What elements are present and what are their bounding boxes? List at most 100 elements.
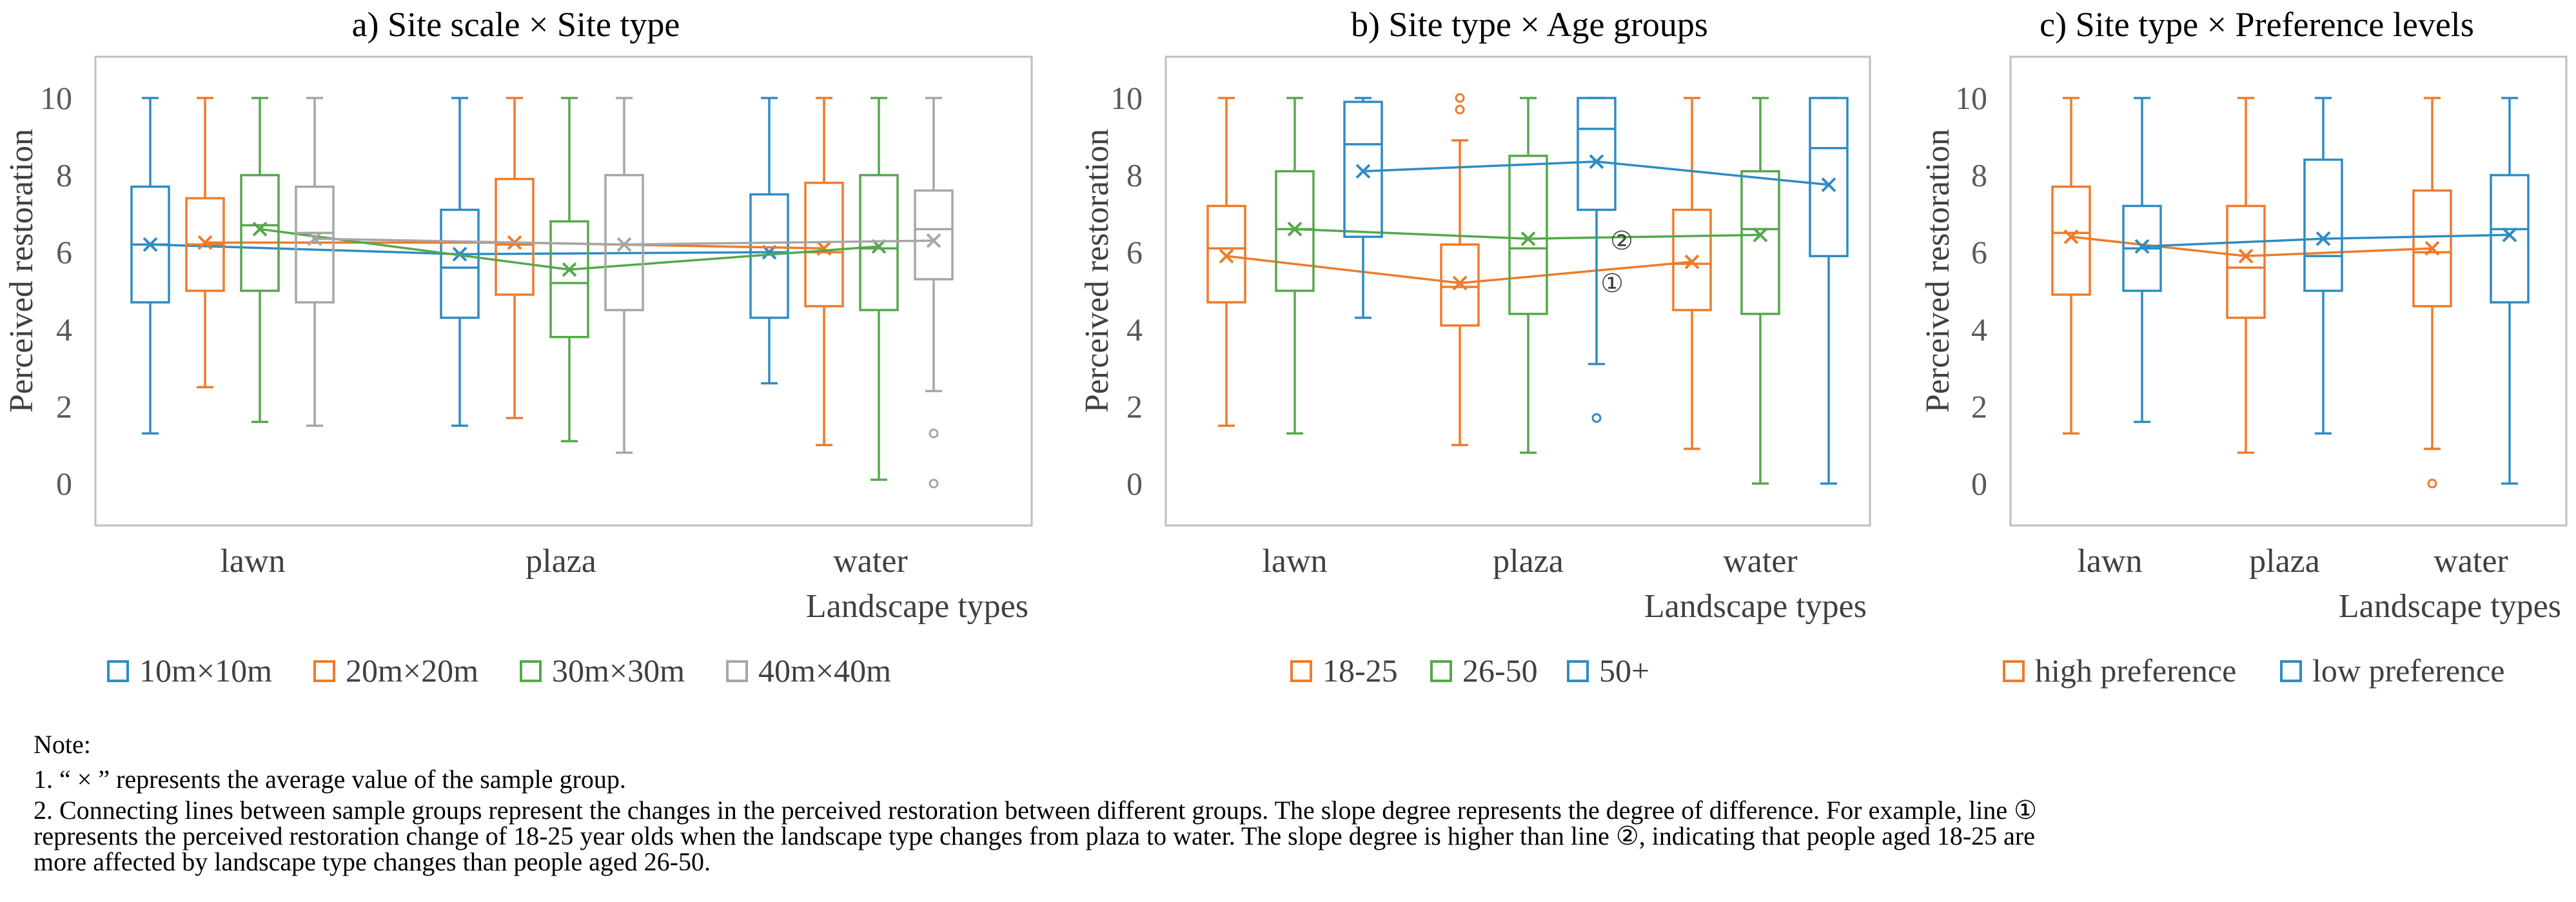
note-line-1: 1. “ × ” represents the average value of…: [34, 765, 626, 794]
mean-line-50+: [1362, 160, 1829, 186]
note-line-3: represents the perceived restoration cha…: [34, 821, 2035, 850]
outlier-point: [1455, 104, 1465, 115]
annotation-line-1: ①: [1600, 269, 1624, 298]
legend-swatch-30m: [520, 660, 542, 682]
outlier-point: [2427, 478, 2437, 489]
note-block: Note: 1. “ × ” represents the average va…: [34, 730, 2037, 876]
box-iqr: [914, 189, 954, 280]
box-iqr: [2490, 173, 2530, 304]
panel-a-ylabel: Perceived restoration: [3, 129, 40, 413]
mean-marker: [1520, 231, 1536, 246]
panel-a-category-lawn: lawn: [220, 543, 285, 580]
mean-marker: [252, 221, 268, 237]
legend-label-low-preference: low preference: [2312, 652, 2504, 689]
box-high preference-lawn: [2051, 97, 2091, 435]
y-tick-label: 6: [1971, 234, 1987, 270]
panel-c-legend: high preference low preference: [2003, 652, 2504, 689]
mean-marker: [1589, 154, 1604, 170]
panel-b-plot-frame: [1165, 55, 1871, 527]
mean-marker: [307, 231, 322, 246]
outlier-point: [1591, 413, 1602, 423]
box-low preference-lawn: [2122, 97, 2162, 424]
panel-b-category-lawn: lawn: [1262, 543, 1327, 580]
mean-marker: [1753, 227, 1768, 242]
legend-label-18-25: 18-25: [1322, 652, 1398, 689]
box-26-50-lawn: [1275, 97, 1315, 435]
y-tick-label: 6: [1126, 234, 1143, 270]
box-iqr: [1809, 97, 1849, 257]
box-20m×20m-water: [804, 97, 844, 446]
mean-marker: [616, 237, 632, 252]
legend-swatch-high-preference: [2003, 660, 2025, 682]
panel-c: c) Site type × Preference levels Perceiv…: [1920, 5, 2568, 689]
box-10m×10m-lawn: [130, 97, 170, 435]
outlier-point: [929, 428, 939, 438]
legend-label-30m: 30m×30m: [552, 652, 685, 689]
y-tick-label: 2: [56, 388, 72, 424]
note-line-2: 2. Connecting lines between sample group…: [34, 796, 2037, 825]
box-iqr: [1343, 101, 1383, 239]
box-40m×40m-lawn: [295, 97, 335, 427]
legend-label-20m: 20m×20m: [346, 652, 478, 689]
mean-marker: [2502, 227, 2517, 242]
box-iqr: [1672, 208, 1712, 311]
box-high preference-water: [2412, 97, 2452, 489]
y-tick-label: 10: [40, 80, 72, 116]
note-line-4: more affected by landscape type changes …: [34, 847, 711, 876]
note-heading: Note:: [34, 730, 91, 759]
panel-c-category-water: water: [2433, 543, 2508, 580]
box-26-50-plaza: [1508, 97, 1548, 454]
y-tick-label: 4: [1126, 311, 1143, 348]
y-tick-label: 2: [1126, 388, 1143, 424]
y-tick-label: 2: [1971, 388, 1987, 424]
box-10m×10m-water: [749, 97, 789, 385]
box-50+-plaza: [1577, 97, 1617, 423]
panel-c-ylabel: Perceived restoration: [1920, 129, 1956, 413]
mean-marker: [2063, 229, 2079, 244]
box-18-25-water: [1672, 97, 1712, 450]
panel-b-legend: 18-25 26-50 50+: [1290, 652, 1649, 689]
mean-marker: [197, 235, 213, 250]
box-iqr: [1440, 243, 1480, 327]
box-iqr: [2303, 158, 2343, 292]
box-18-25-lawn: [1206, 97, 1246, 427]
annotation-line-2: ②: [1610, 226, 1633, 255]
box-iqr: [1577, 97, 1617, 211]
box-iqr: [440, 208, 480, 319]
legend-swatch-10m: [107, 660, 129, 682]
box-30m×30m-lawn: [240, 97, 280, 424]
mean-marker: [143, 237, 158, 252]
panel-b-title: b) Site type × Age groups: [1351, 5, 1708, 44]
y-tick-label: 0: [1126, 466, 1143, 502]
box-iqr: [295, 185, 335, 304]
mean-marker: [2134, 239, 2150, 254]
panel-a-category-water: water: [833, 543, 907, 580]
mean-marker: [562, 262, 577, 277]
y-tick-label: 4: [1971, 311, 1987, 348]
y-tick-label: 8: [1971, 157, 1987, 193]
y-tick-label: 8: [56, 157, 72, 193]
panel-a: a) Site scale × Site type Perceived rest…: [3, 5, 1033, 689]
box-iqr: [1275, 170, 1315, 292]
legend-label-40m: 40m×40m: [758, 652, 891, 689]
y-tick-label: 10: [1955, 80, 1987, 116]
mean-marker: [1355, 164, 1371, 179]
box-iqr: [1206, 204, 1246, 304]
box-iqr: [804, 181, 844, 308]
box-iqr: [1508, 154, 1548, 315]
box-40m×40m-water: [914, 97, 954, 489]
mean-marker: [2424, 240, 2440, 256]
box-iqr: [495, 177, 535, 296]
box-low preference-plaza: [2303, 97, 2343, 435]
mean-marker: [1219, 248, 1234, 264]
panel-b-category-water: water: [1723, 543, 1797, 580]
y-tick-label: 8: [1126, 157, 1143, 193]
panel-a-legend: 10m×10m 20m×20m 30m×30m 40m×40m: [107, 652, 891, 689]
panel-b: b) Site type × Age groups Perceived rest…: [1079, 5, 1871, 689]
legend-swatch-18-25: [1290, 660, 1312, 682]
box-low preference-water: [2490, 97, 2530, 485]
panel-a-plot: 0 2 4 6 8 10: [40, 80, 954, 502]
box-20m×20m-lawn: [185, 97, 225, 389]
legend-swatch-26-50: [1430, 660, 1452, 682]
